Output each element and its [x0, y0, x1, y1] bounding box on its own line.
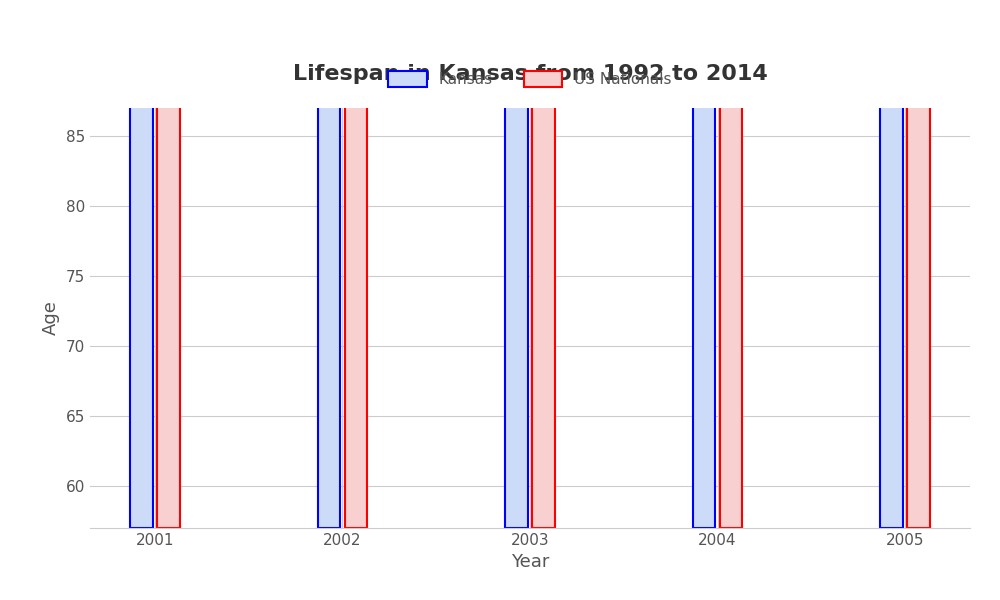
Bar — [907, 0, 930, 528]
X-axis label: Year: Year — [511, 553, 549, 571]
Bar — [505, 0, 528, 528]
Bar — [318, 0, 340, 528]
Bar — [130, 0, 153, 528]
Bar — [880, 0, 903, 528]
Y-axis label: Age: Age — [42, 301, 60, 335]
Bar — [720, 0, 742, 528]
Bar — [345, 0, 367, 528]
Bar — [157, 0, 180, 528]
Legend: Kansas, US Nationals: Kansas, US Nationals — [382, 65, 678, 94]
Bar — [532, 0, 555, 528]
Title: Lifespan in Kansas from 1992 to 2014: Lifespan in Kansas from 1992 to 2014 — [293, 64, 767, 84]
Bar — [693, 0, 715, 528]
